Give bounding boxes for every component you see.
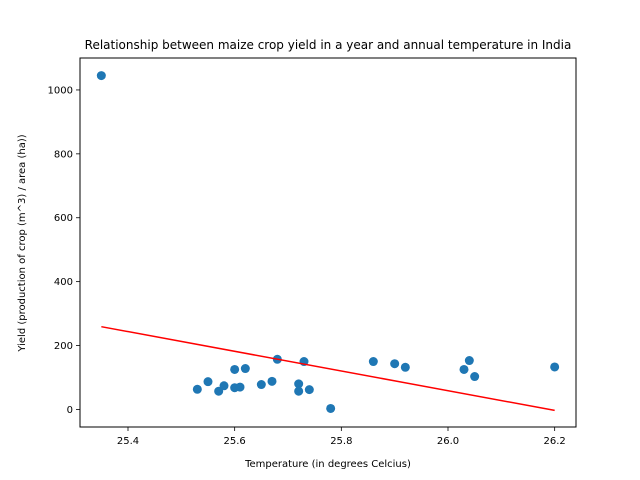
x-tick-label: 25.4: [117, 436, 139, 447]
data-point-19: [400, 362, 410, 372]
y-tick-label: 800: [54, 149, 73, 160]
y-tick-label: 400: [54, 277, 73, 288]
data-point-0: [96, 71, 106, 81]
x-tick-label: 26.0: [437, 436, 459, 447]
data-point-12: [294, 379, 304, 389]
data-point-2: [203, 377, 213, 387]
data-point-13: [294, 386, 304, 396]
data-point-15: [304, 385, 314, 395]
data-point-1: [192, 384, 202, 394]
data-point-8: [240, 364, 250, 374]
y-axis: 0 200 400 600 800 1000: [48, 85, 80, 416]
x-axis: 25.4 25.6 25.8 26.0 26.2: [117, 427, 566, 447]
data-point-7: [235, 382, 245, 392]
plot-frame: [79, 57, 577, 428]
data-point-21: [464, 356, 474, 366]
data-point-20: [459, 364, 469, 374]
x-axis-label: Temperature (in degrees Celcius): [244, 459, 411, 470]
x-tick-label: 25.8: [330, 436, 352, 447]
y-tick-label: 0: [67, 405, 73, 416]
chart-title: Relationship between maize crop yield in…: [85, 38, 572, 52]
data-point-18: [390, 359, 400, 369]
y-tick-label: 600: [54, 213, 73, 224]
data-point-10: [267, 376, 277, 386]
y-tick-label: 200: [54, 341, 73, 352]
data-point-17: [368, 357, 378, 367]
x-tick-label: 26.2: [544, 436, 566, 447]
trend-line: [101, 325, 555, 412]
data-point-9: [256, 380, 266, 390]
data-point-4: [219, 381, 229, 391]
y-tick-label: 1000: [48, 85, 73, 96]
data-point-22: [470, 372, 480, 382]
x-tick-label: 25.6: [224, 436, 246, 447]
data-point-5: [230, 364, 240, 374]
data-point-23: [550, 362, 560, 372]
data-point-16: [326, 403, 336, 413]
y-axis-label: Yield (production of crop (m^3) / area (…: [17, 134, 28, 352]
plot-area: [96, 71, 560, 413]
